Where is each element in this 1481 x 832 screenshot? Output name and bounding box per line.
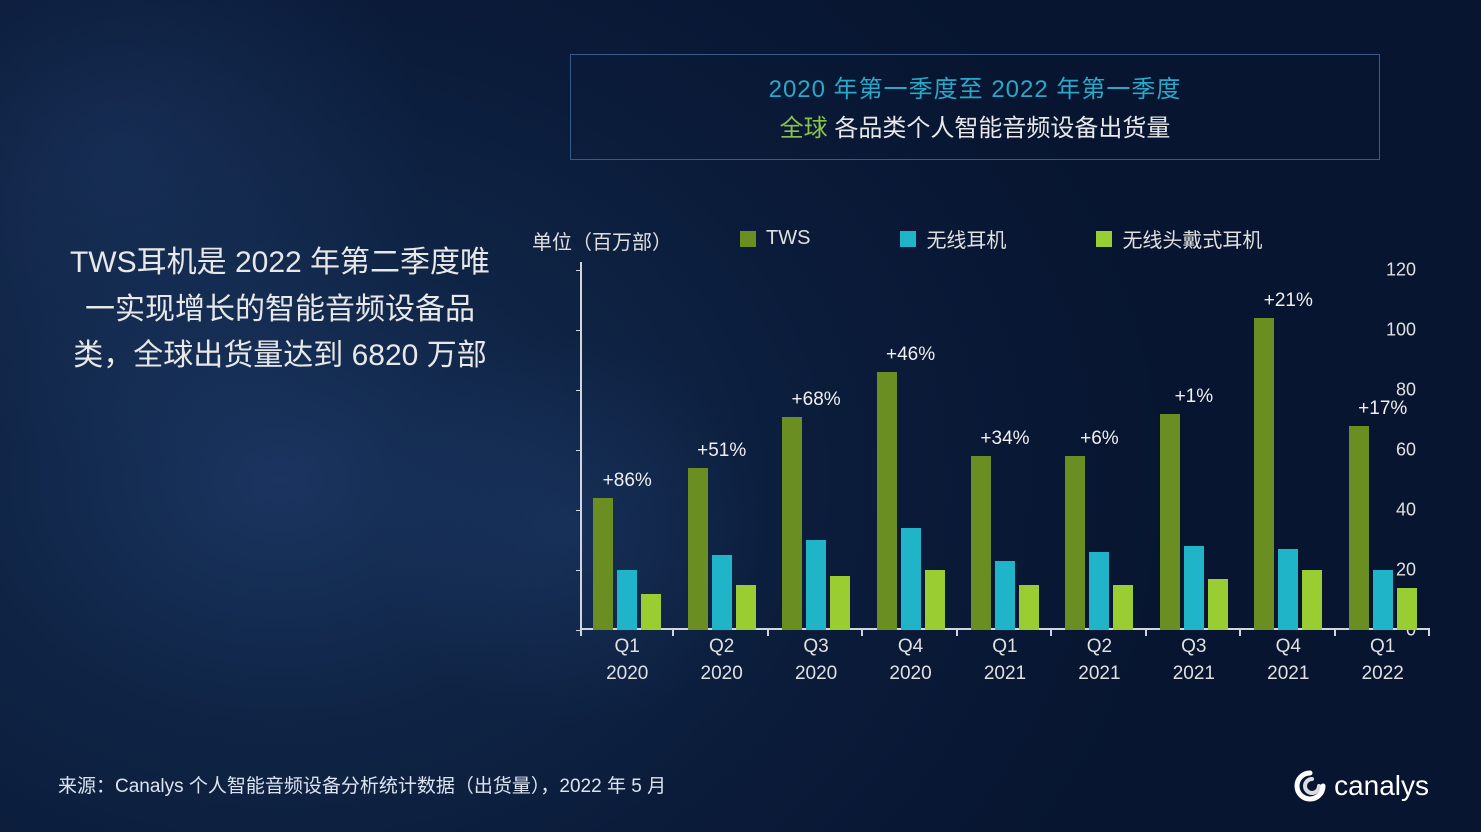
legend-item-headset: 无线头戴式耳机 bbox=[1096, 224, 1262, 253]
title-line-1: 2020 年第一季度至 2022 年第一季度 bbox=[591, 69, 1359, 104]
bar-headset bbox=[1397, 588, 1417, 630]
legend-swatch-headset bbox=[1096, 231, 1112, 247]
bar-tws bbox=[877, 372, 897, 630]
legend-label-headset: 无线头戴式耳机 bbox=[1122, 224, 1262, 253]
bar-wireless bbox=[1278, 549, 1298, 630]
growth-label: +1% bbox=[1175, 386, 1214, 408]
bar-headset bbox=[830, 576, 850, 630]
growth-label: +6% bbox=[1080, 428, 1119, 450]
canalys-logo-icon bbox=[1294, 770, 1326, 802]
bar-wireless bbox=[617, 570, 637, 630]
x-axis-labels: Q12020Q22020Q32020Q42020Q12021Q22021Q320… bbox=[580, 634, 1430, 687]
bar-group: +1% bbox=[1147, 270, 1241, 630]
bar-wireless bbox=[712, 555, 732, 630]
bar-group: +68% bbox=[769, 270, 863, 630]
unit-label: 单位（百万部） bbox=[532, 226, 672, 255]
bar-tws bbox=[1160, 414, 1180, 630]
bar-headset bbox=[1113, 585, 1133, 630]
x-axis-label: Q22021 bbox=[1052, 634, 1146, 687]
x-axis-label: Q32021 bbox=[1147, 634, 1241, 687]
bar-group: +51% bbox=[674, 270, 768, 630]
bar-headset bbox=[1302, 570, 1322, 630]
growth-label: +21% bbox=[1264, 290, 1313, 312]
bars bbox=[1254, 318, 1322, 630]
chart-plot: 020406080100120 +86%+51%+68%+46%+34%+6%+… bbox=[580, 270, 1430, 630]
title-global: 全球 bbox=[780, 115, 828, 142]
title-line-2: 全球 各品类个人智能音频设备出货量 bbox=[591, 108, 1359, 143]
growth-label: +17% bbox=[1358, 398, 1407, 420]
x-axis-label: Q12022 bbox=[1336, 634, 1430, 687]
shipments-chart: 单位（百万部） TWS 无线耳机 无线头戴式耳机 020406080100120… bbox=[530, 218, 1440, 728]
title-rest: 各品类个人智能音频设备出货量 bbox=[828, 115, 1171, 142]
bar-tws bbox=[971, 456, 991, 630]
bar-wireless bbox=[1373, 570, 1393, 630]
bar-tws bbox=[1065, 456, 1085, 630]
headline-text: TWS耳机是 2022 年第二季度唯一实现增长的智能音频设备品类，全球出货量达到… bbox=[60, 240, 500, 380]
legend-swatch-tws bbox=[740, 231, 756, 247]
x-axis-label: Q22020 bbox=[674, 634, 768, 687]
bars bbox=[782, 417, 850, 630]
bar-group: +86% bbox=[580, 270, 674, 630]
chart-legend: TWS 无线耳机 无线头戴式耳机 bbox=[740, 224, 1262, 253]
bar-wireless bbox=[1089, 552, 1109, 630]
bar-group: +17% bbox=[1336, 270, 1430, 630]
source-text: 来源：Canalys 个人智能音频设备分析统计数据（出货量），2022 年 5 … bbox=[58, 771, 666, 798]
bars bbox=[971, 456, 1039, 630]
bar-wireless bbox=[901, 528, 921, 630]
legend-swatch-wireless bbox=[900, 231, 916, 247]
bar-group: +46% bbox=[863, 270, 957, 630]
x-axis-label: Q32020 bbox=[769, 634, 863, 687]
growth-label: +86% bbox=[603, 470, 652, 492]
x-axis-label: Q12020 bbox=[580, 634, 674, 687]
canalys-logo: canalys bbox=[1294, 770, 1429, 802]
growth-label: +68% bbox=[792, 389, 841, 411]
bar-tws bbox=[1349, 426, 1369, 630]
bar-tws bbox=[593, 498, 613, 630]
bar-headset bbox=[641, 594, 661, 630]
growth-label: +46% bbox=[886, 344, 935, 366]
bar-group: +21% bbox=[1241, 270, 1335, 630]
bar-headset bbox=[925, 570, 945, 630]
bar-headset bbox=[1208, 579, 1228, 630]
legend-item-tws: TWS bbox=[740, 227, 810, 250]
bar-wireless bbox=[1184, 546, 1204, 630]
bar-headset bbox=[1019, 585, 1039, 630]
x-axis-label: Q42021 bbox=[1241, 634, 1335, 687]
canalys-logo-text: canalys bbox=[1334, 770, 1429, 802]
bars bbox=[1349, 426, 1417, 630]
bars bbox=[1065, 456, 1133, 630]
x-axis-label: Q12021 bbox=[958, 634, 1052, 687]
x-axis-label: Q42020 bbox=[863, 634, 957, 687]
bar-tws bbox=[1254, 318, 1274, 630]
bar-group: +6% bbox=[1052, 270, 1146, 630]
legend-item-wireless: 无线耳机 bbox=[900, 224, 1006, 253]
bars bbox=[1160, 414, 1228, 630]
bar-wireless bbox=[806, 540, 826, 630]
legend-label-wireless: 无线耳机 bbox=[926, 224, 1006, 253]
bar-wireless bbox=[995, 561, 1015, 630]
bar-tws bbox=[782, 417, 802, 630]
bars bbox=[688, 468, 756, 630]
legend-label-tws: TWS bbox=[766, 227, 810, 250]
title-box: 2020 年第一季度至 2022 年第一季度 全球 各品类个人智能音频设备出货量 bbox=[570, 54, 1380, 160]
bar-tws bbox=[688, 468, 708, 630]
bar-headset bbox=[736, 585, 756, 630]
growth-label: +34% bbox=[980, 428, 1029, 450]
growth-label: +51% bbox=[697, 440, 746, 462]
bar-group: +34% bbox=[958, 270, 1052, 630]
bars bbox=[593, 498, 661, 630]
bars bbox=[877, 372, 945, 630]
bar-groups: +86% +51% +68% +46% +34% +6% +1% +21% +17% bbox=[580, 270, 1430, 630]
